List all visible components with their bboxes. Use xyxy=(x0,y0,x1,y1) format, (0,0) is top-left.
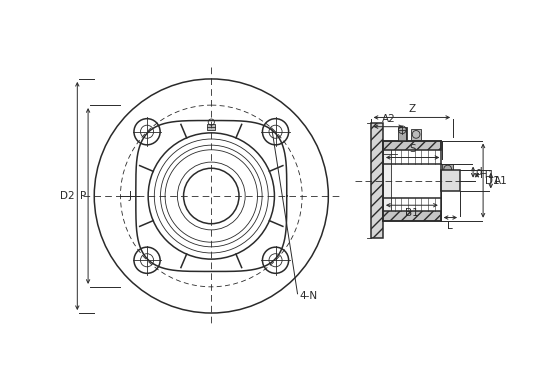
Bar xyxy=(440,170,460,191)
Text: P: P xyxy=(79,191,86,201)
Text: B1: B1 xyxy=(405,208,419,218)
Bar xyxy=(397,127,407,141)
Text: A2: A2 xyxy=(381,113,395,124)
Text: S: S xyxy=(410,144,416,154)
Text: A1: A1 xyxy=(494,176,508,186)
Text: L: L xyxy=(448,221,453,231)
Text: 4-N: 4-N xyxy=(300,291,318,301)
Bar xyxy=(383,148,391,213)
Bar xyxy=(442,164,453,174)
Text: Z: Z xyxy=(408,104,416,114)
Bar xyxy=(411,129,422,140)
Text: D1: D1 xyxy=(485,176,500,186)
Text: H1: H1 xyxy=(480,170,495,180)
Text: D2: D2 xyxy=(60,191,75,201)
Bar xyxy=(383,211,440,221)
Text: d: d xyxy=(475,167,482,177)
Bar xyxy=(383,141,440,150)
Bar xyxy=(371,123,383,238)
Text: J: J xyxy=(128,191,131,201)
Bar xyxy=(208,124,215,130)
